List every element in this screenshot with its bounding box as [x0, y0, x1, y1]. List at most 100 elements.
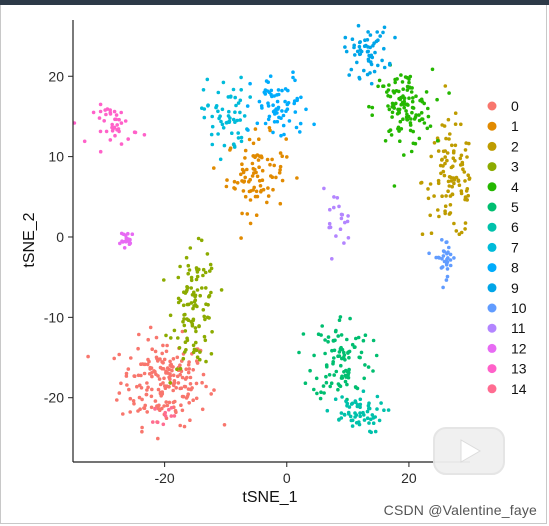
data-point	[180, 375, 185, 380]
data-point	[266, 101, 270, 105]
data-point	[467, 141, 471, 146]
data-point	[446, 256, 450, 260]
legend-label-12: 12	[511, 340, 527, 356]
data-point	[240, 162, 244, 166]
data-point	[396, 125, 401, 130]
data-point	[370, 55, 375, 60]
data-point	[216, 109, 220, 114]
data-point	[231, 87, 236, 92]
data-point	[343, 35, 348, 40]
data-point	[145, 381, 149, 385]
data-point	[255, 194, 260, 199]
data-point	[119, 142, 124, 146]
data-point	[241, 189, 246, 193]
data-point	[113, 133, 117, 138]
data-point	[177, 346, 182, 350]
data-point	[390, 115, 394, 119]
data-point	[315, 391, 319, 396]
data-point	[168, 381, 172, 385]
data-point	[191, 306, 195, 311]
data-point	[371, 421, 376, 426]
data-point	[110, 125, 114, 130]
data-point	[425, 126, 430, 131]
data-point	[399, 95, 403, 100]
legend-label-11: 11	[511, 320, 526, 336]
data-point	[277, 115, 281, 120]
data-point	[128, 396, 133, 401]
data-point	[362, 413, 366, 417]
data-point	[227, 109, 231, 114]
data-point	[251, 188, 255, 192]
data-point	[417, 118, 422, 123]
data-point	[442, 124, 447, 128]
data-point	[163, 410, 167, 415]
ticks-layer: -20 0 20 20 10 0 -10 -20	[44, 68, 417, 486]
data-point	[439, 171, 443, 176]
data-point	[343, 379, 348, 384]
data-point	[224, 121, 229, 125]
data-point	[178, 372, 182, 377]
data-point	[186, 318, 191, 323]
data-point	[434, 255, 439, 260]
data-point	[115, 398, 119, 402]
data-point	[411, 141, 416, 146]
data-point	[312, 122, 316, 127]
data-point	[114, 113, 119, 117]
data-point	[150, 347, 154, 352]
legend-key-0	[487, 101, 497, 111]
data-point	[373, 429, 378, 434]
data-point	[176, 336, 180, 340]
data-point	[352, 45, 356, 50]
data-point	[278, 151, 283, 155]
data-point	[259, 154, 264, 158]
data-point	[342, 412, 347, 417]
data-point	[411, 106, 416, 110]
data-point	[326, 340, 330, 344]
legend-key-2	[487, 141, 497, 151]
data-point	[209, 392, 213, 396]
data-point	[362, 68, 366, 73]
data-point	[82, 139, 87, 144]
data-point	[149, 366, 154, 370]
data-point	[195, 359, 199, 363]
data-point	[208, 262, 213, 267]
data-point	[266, 186, 270, 190]
data-point	[271, 103, 275, 107]
data-point	[181, 319, 185, 324]
data-point	[194, 396, 199, 401]
data-point	[179, 403, 183, 408]
data-point	[457, 232, 462, 236]
y-tick-label: 20	[48, 68, 64, 84]
video-play-icon[interactable]	[430, 410, 508, 476]
data-point	[183, 312, 187, 317]
data-point	[382, 65, 387, 70]
data-point	[363, 38, 367, 42]
data-point	[149, 405, 154, 410]
data-point	[448, 258, 453, 262]
data-point	[148, 325, 153, 330]
data-point	[271, 187, 275, 192]
data-point	[191, 343, 196, 348]
data-point	[285, 107, 290, 111]
data-point	[258, 184, 263, 188]
data-point	[346, 375, 351, 380]
data-point	[121, 412, 125, 416]
data-point	[367, 406, 372, 411]
data-point	[187, 367, 191, 371]
data-point	[308, 368, 312, 373]
data-point	[233, 110, 237, 114]
data-point	[402, 153, 406, 157]
legend-label-14: 14	[511, 381, 527, 397]
data-point	[245, 167, 249, 172]
data-point	[228, 146, 233, 150]
y-axis-title: tSNE_2	[21, 212, 38, 267]
data-point	[210, 124, 215, 129]
data-point	[232, 145, 237, 149]
data-point	[280, 178, 285, 183]
data-point	[336, 334, 341, 338]
data-point	[466, 193, 471, 198]
data-point	[238, 98, 243, 103]
data-point	[460, 160, 465, 165]
data-point	[155, 420, 160, 425]
